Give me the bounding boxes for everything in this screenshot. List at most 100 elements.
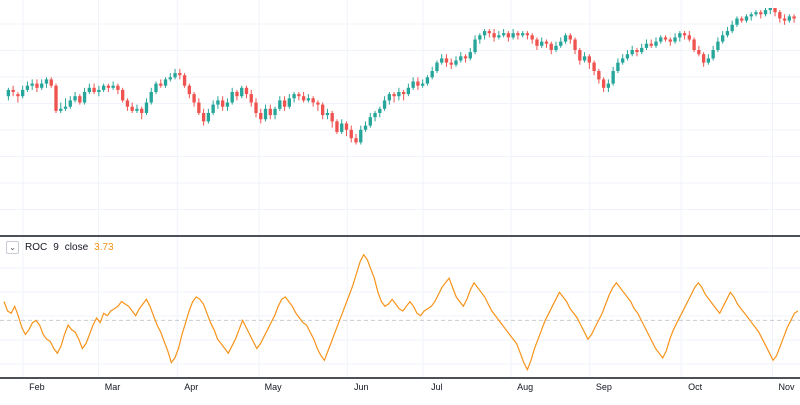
candle (344, 121, 349, 137)
candle-body (740, 18, 744, 21)
candle-body (730, 24, 734, 32)
candle (673, 33, 677, 44)
time-axis[interactable]: Feb Mar Apr May Jun Jul Aug Sep Oct Nov (29, 382, 795, 392)
candle-body (59, 108, 63, 111)
candle-body (563, 35, 568, 42)
candle (644, 39, 649, 50)
candle (149, 87, 153, 105)
candle (430, 66, 434, 80)
x-tick-label: Jul (431, 382, 443, 392)
candle (59, 102, 63, 113)
candle (192, 92, 196, 107)
candle (482, 29, 487, 40)
candle-body (125, 100, 130, 107)
candle (330, 110, 334, 128)
candle-body (687, 35, 691, 40)
candle (268, 104, 272, 120)
candle (706, 54, 711, 65)
candle-body (659, 37, 663, 42)
candle (111, 81, 115, 90)
candle-body (749, 14, 753, 17)
candle-body (673, 37, 677, 42)
candle (73, 92, 77, 103)
candle (544, 39, 549, 48)
candle (397, 87, 401, 101)
candle (392, 92, 396, 103)
candle-body (725, 31, 730, 36)
x-tick-label: May (265, 382, 283, 392)
candle (406, 83, 411, 97)
candle (773, 8, 777, 17)
candle-body (335, 121, 339, 132)
candle-body (282, 100, 287, 107)
candle (740, 16, 744, 23)
candle (649, 39, 653, 48)
x-tick-label: Sep (596, 382, 612, 392)
candle (601, 77, 606, 92)
candle-body (330, 113, 334, 122)
candle-body (187, 85, 191, 95)
candle-body (173, 73, 177, 78)
indicator-name: ROC (25, 241, 48, 253)
candle (516, 31, 520, 40)
candle (635, 47, 639, 57)
x-tick-label: Feb (29, 382, 45, 392)
candle (659, 35, 663, 44)
candle (316, 100, 320, 111)
candle-body (92, 87, 96, 92)
candle-body (368, 117, 372, 126)
candle (735, 16, 739, 27)
candle (478, 33, 482, 44)
candle (778, 10, 782, 23)
indicator-legend[interactable]: ⌄ ROC 9 close 3.73 (6, 239, 114, 255)
candle (49, 77, 53, 88)
indicator-length: 9 (53, 241, 59, 253)
candle-body (573, 39, 577, 50)
candle (30, 79, 34, 90)
candle-body (392, 94, 396, 97)
candle (678, 31, 682, 42)
candle-body (425, 77, 430, 84)
candle-body (201, 113, 206, 122)
candle (511, 29, 515, 40)
candle-body (11, 89, 15, 92)
candle-body (635, 50, 639, 53)
candle (54, 83, 58, 113)
candle-body (716, 41, 720, 50)
candle (492, 29, 496, 42)
candle-body (440, 58, 444, 63)
candle-body (101, 85, 106, 90)
candle-body (468, 52, 472, 59)
x-tick-label: Aug (517, 382, 533, 392)
candle (254, 98, 258, 118)
candle-body (192, 94, 196, 103)
candle (173, 68, 177, 80)
candle-body (406, 87, 411, 95)
candle (711, 45, 715, 61)
candle (144, 98, 149, 116)
candle (749, 12, 753, 21)
candle (92, 83, 96, 95)
candle (359, 125, 363, 145)
candle (421, 79, 425, 88)
candle-body (501, 33, 506, 36)
candle (11, 85, 15, 97)
candle (282, 96, 287, 111)
candle-body (21, 89, 25, 97)
x-tick-label: Oct (688, 382, 703, 392)
candle (249, 89, 253, 107)
candle-body (759, 12, 763, 15)
candle (197, 98, 201, 116)
candle-body (359, 129, 363, 143)
candle-body (168, 77, 172, 80)
candle-body (721, 35, 725, 42)
candle-body (306, 98, 311, 101)
candle-body (263, 108, 268, 120)
candle-body (268, 108, 272, 116)
x-tick-label: Nov (778, 382, 795, 392)
candle-body (278, 100, 282, 109)
chevron-down-icon[interactable]: ⌄ (6, 240, 19, 254)
candle (473, 35, 477, 55)
candle (701, 52, 706, 67)
